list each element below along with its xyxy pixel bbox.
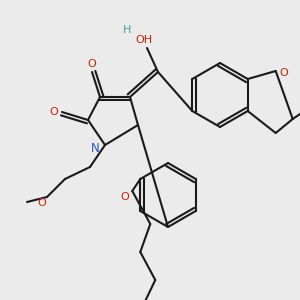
Text: OH: OH [135, 35, 153, 45]
Text: O: O [279, 68, 288, 78]
Text: O: O [50, 107, 58, 117]
Text: H: H [123, 25, 131, 35]
Text: N: N [91, 142, 99, 155]
Text: O: O [88, 59, 96, 69]
Text: O: O [120, 192, 129, 202]
Text: O: O [38, 198, 46, 208]
